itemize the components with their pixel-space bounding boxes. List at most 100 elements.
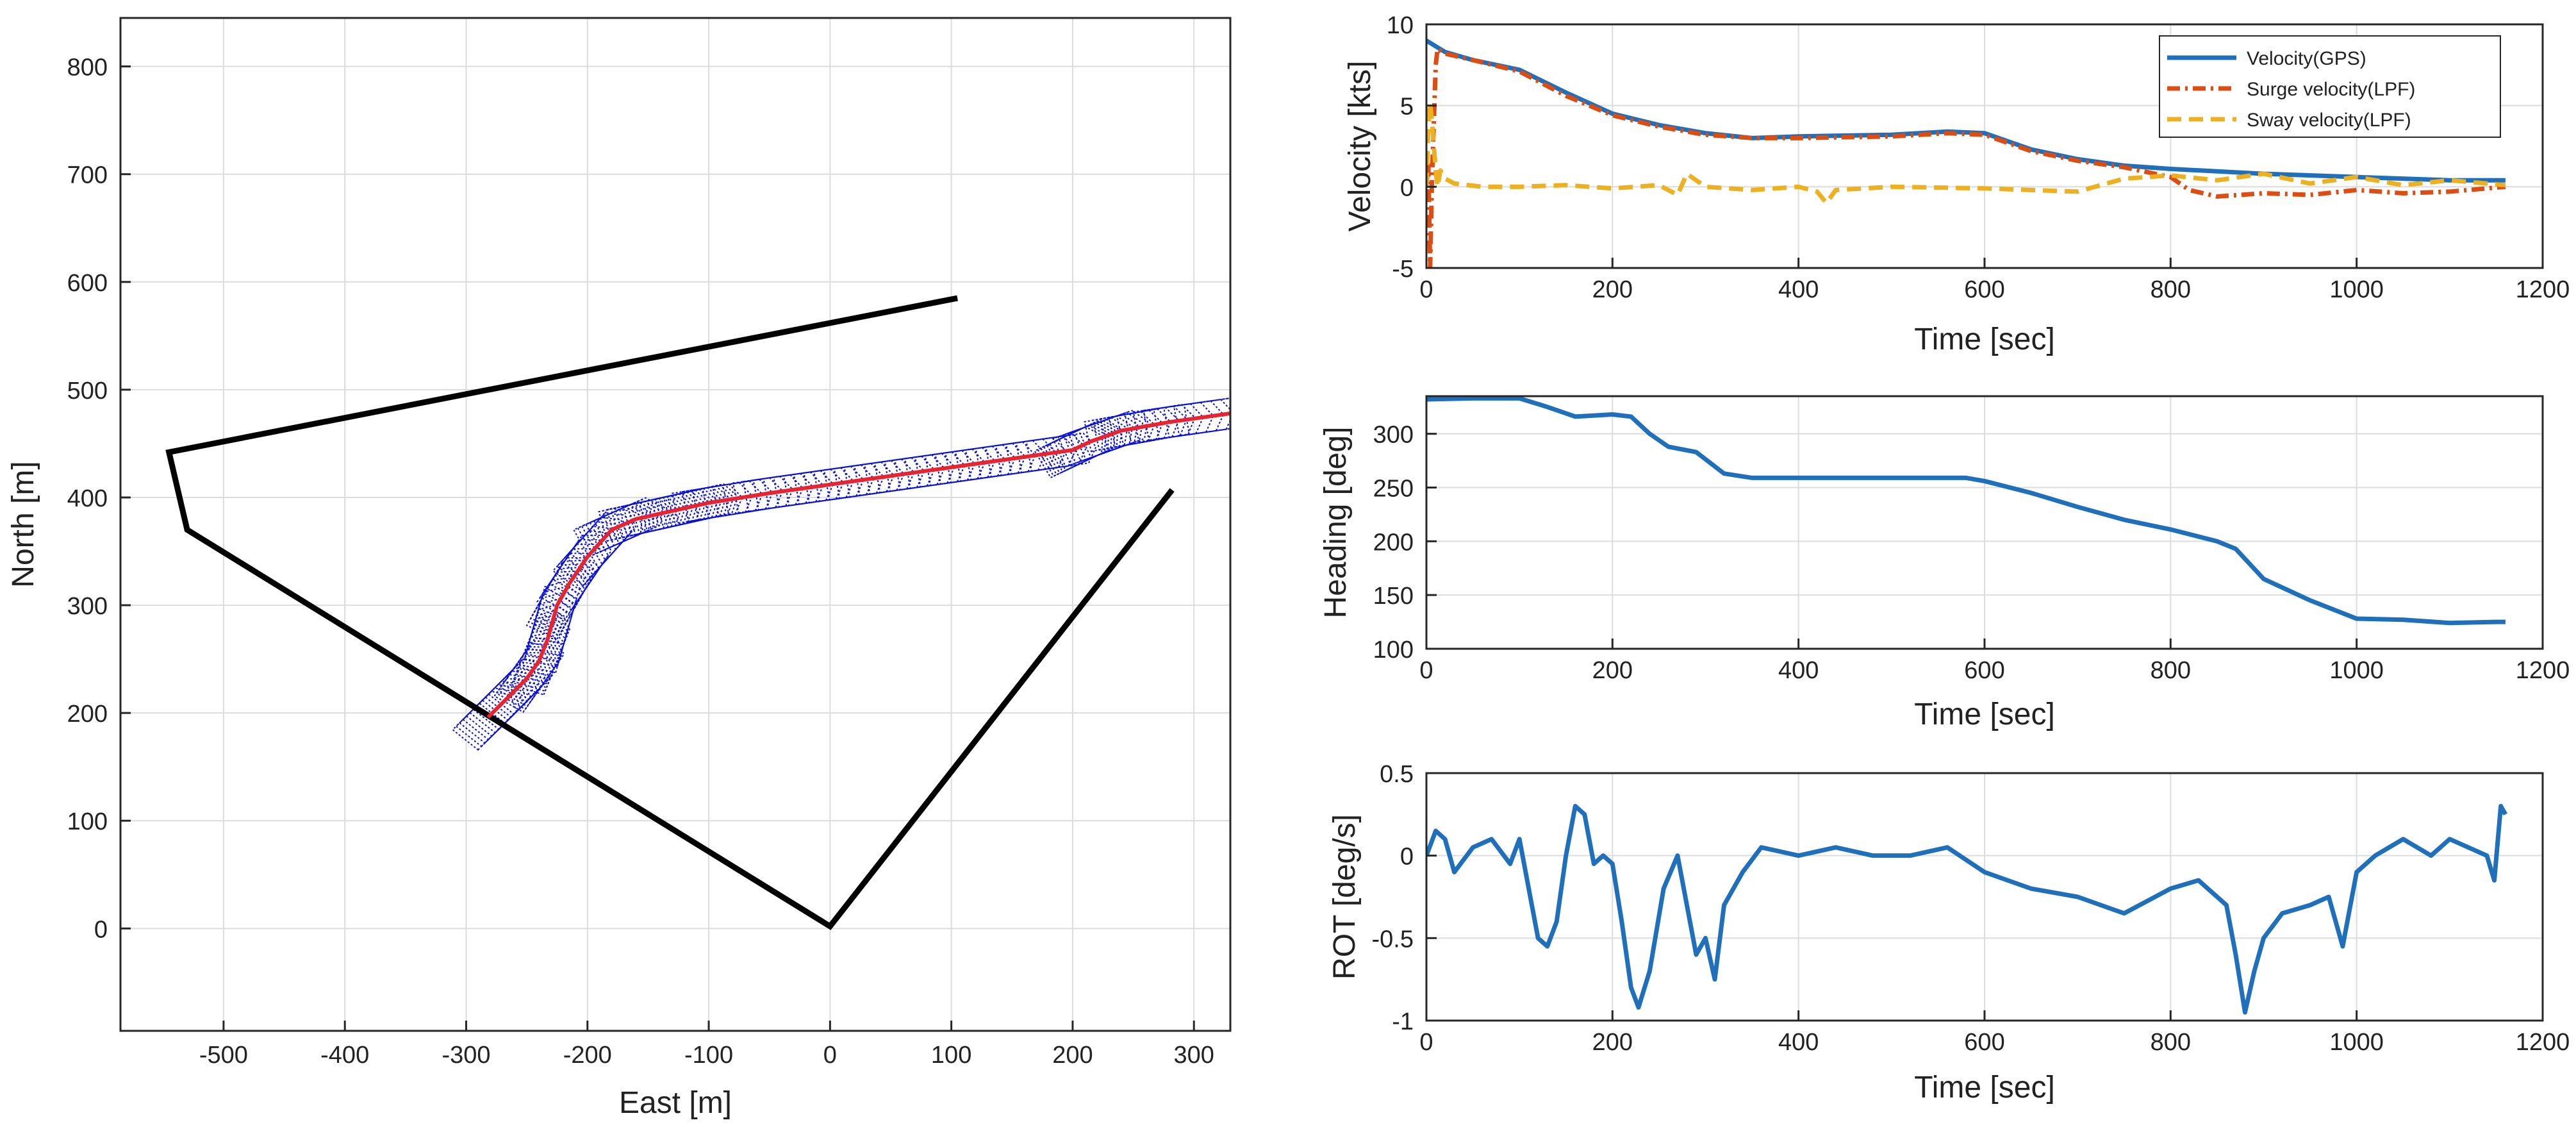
rot-series (1426, 803, 2507, 1015)
footprint-9 (481, 661, 547, 721)
footprint-11 (487, 655, 553, 715)
rot-x-tick-label-6: 1200 (2516, 1029, 2570, 1056)
footprint-44 (560, 521, 625, 582)
trajectory-y-tick-label-4: 400 (67, 485, 108, 512)
footprint-40 (548, 539, 609, 601)
trajectory-y-tick-label-6: 600 (67, 270, 108, 297)
heading-y-tick-label-1: 150 (1373, 583, 1414, 610)
heading-y-tick-label-2: 200 (1373, 529, 1414, 556)
trajectory-frame (119, 17, 1232, 1032)
track-line (486, 411, 1230, 719)
rot-x-tick-label-4: 800 (2151, 1029, 2191, 1056)
rot-x-tick-label-2: 400 (1778, 1029, 1819, 1056)
footprint-3 (462, 680, 528, 741)
footprint-39 (545, 544, 606, 605)
heading-x-ticks: 0 200 400 600 800 1000 1200 (1419, 639, 2570, 684)
velocity-x-tick-label-4: 800 (2151, 276, 2191, 303)
velocity-series-2 (1426, 100, 2506, 206)
velocity-x-tick-label-1: 200 (1592, 276, 1633, 303)
rot-y-tick-label-3: 0.5 (1380, 761, 1414, 788)
rot-y-tick-label-0: -1 (1392, 1008, 1414, 1035)
velocity-legend: Velocity(GPS) Surge velocity(LPF) Sway v… (2159, 35, 2501, 138)
heading-x-tick-label-6: 1200 (2516, 657, 2570, 684)
velocity-x-ticks: 0 200 400 600 800 1000 1200 (1419, 258, 2570, 303)
velocity-y-tick-label-2: 5 (1400, 94, 1414, 121)
rot-x-tick-label-3: 600 (1964, 1029, 2004, 1056)
heading-series-0 (1426, 396, 2506, 626)
velocity-series-1 (1426, 46, 2506, 268)
heading-x-tick-label-3: 600 (1964, 657, 2004, 684)
heading-x-tick-label-2: 400 (1778, 657, 1819, 684)
velocity-series-0 (1426, 38, 2506, 183)
trajectory-y-tick-label-7: 700 (67, 162, 108, 189)
trajectory-x-ticks: -500 -400 -300 -200 -100 0 100 200 300 (199, 1021, 1214, 1069)
heading-x-axis-label: Time [sec] (1914, 697, 2055, 731)
footprint-14 (497, 646, 559, 708)
heading-x-tick-label-1: 200 (1592, 657, 1633, 684)
heading-x-tick-label-0: 0 (1419, 657, 1433, 684)
trajectory-x-tick-label-7: 200 (1052, 1042, 1093, 1069)
trajectory-x-tick-label-8: 300 (1174, 1042, 1214, 1069)
velocity-x-tick-label-2: 400 (1778, 276, 1819, 303)
footprint-130 (1173, 397, 1230, 437)
footprint-15 (499, 643, 561, 705)
footprint-10 (484, 658, 550, 719)
footprint-46 (568, 512, 633, 573)
footprint-0 (451, 690, 518, 751)
heading-panel: 0 200 400 600 800 1000 1200 100 150 200 250 300 Ti… (1319, 395, 2570, 731)
trajectory-y-tick-label-3: 300 (67, 593, 108, 620)
trajectory-x-tick-label-3: -200 (563, 1042, 612, 1069)
rot-y-tick-label-1: -0.5 (1372, 926, 1414, 953)
heading-y-tick-label-4: 300 (1373, 422, 1414, 449)
legend-label-sway-velocity: Sway velocity(LPF) (2247, 110, 2411, 131)
velocity-y-ticks: -5 0 5 10 (1387, 12, 1437, 283)
rot-x-ticks: 0 200 400 600 800 1000 1200 (1419, 1010, 2570, 1056)
footprint-42 (552, 530, 616, 591)
heading-x-tick-label-4: 800 (2151, 657, 2191, 684)
velocity-y-axis-label: Velocity [kts] (1343, 61, 1377, 232)
velocity-x-tick-label-0: 0 (1419, 276, 1433, 303)
trajectory-x-tick-label-0: -500 (199, 1042, 248, 1069)
boundary-line (165, 295, 1175, 930)
footprint-119 (1077, 410, 1149, 459)
velocity-x-axis-label: Time [sec] (1914, 322, 2055, 356)
trajectory-y-tick-label-1: 100 (67, 808, 108, 835)
trajectory-panel: -500 -400 -300 -200 -100 0 100 200 300 0 100 200 30… (6, 17, 1232, 1120)
footprint-16 (501, 640, 563, 702)
footprint-5 (468, 673, 535, 734)
footprint-38 (542, 548, 603, 610)
rot-x-tick-label-0: 0 (1419, 1029, 1433, 1056)
legend-label-velocity-gps: Velocity(GPS) (2247, 48, 2366, 69)
velocity-y-tick-label-0: -5 (1392, 256, 1414, 283)
trajectory-y-axis-label: North [m] (6, 461, 40, 587)
rot-y-axis-label: ROT [deg/s] (1328, 814, 1362, 980)
footprint-45 (564, 516, 629, 578)
trajectory-footprints (451, 397, 1230, 751)
velocity-y-tick-label-3: 10 (1387, 12, 1414, 39)
trajectory-y-tick-label-2: 200 (67, 701, 108, 728)
velocity-x-tick-label-5: 1000 (2329, 276, 2384, 303)
trajectory-x-tick-label-6: 100 (931, 1042, 971, 1069)
trajectory-series (165, 295, 1230, 930)
footprint-118 (1072, 412, 1144, 460)
trajectory-x-tick-label-1: -400 (320, 1042, 369, 1069)
rot-x-axis-label: Time [sec] (1914, 1071, 2055, 1105)
velocity-series (1426, 38, 2506, 268)
footprint-35 (536, 559, 594, 622)
footprint-53 (593, 497, 663, 549)
trajectory-y-tick-label-0: 0 (94, 916, 108, 943)
footprint-6 (472, 670, 538, 731)
rot-y-tick-label-2: 0 (1400, 844, 1414, 871)
footprint-12 (493, 651, 555, 714)
trajectory-y-tick-label-8: 800 (67, 54, 108, 81)
footprint-17 (503, 637, 565, 699)
footprint-1 (455, 687, 521, 747)
footprint-29 (530, 581, 579, 645)
heading-y-axis-label: Heading [deg] (1319, 427, 1353, 619)
velocity-x-tick-label-3: 600 (1964, 276, 2004, 303)
heading-series (1426, 396, 2506, 626)
footprint-113 (1048, 419, 1119, 472)
rot-x-tick-label-1: 200 (1592, 1029, 1633, 1056)
